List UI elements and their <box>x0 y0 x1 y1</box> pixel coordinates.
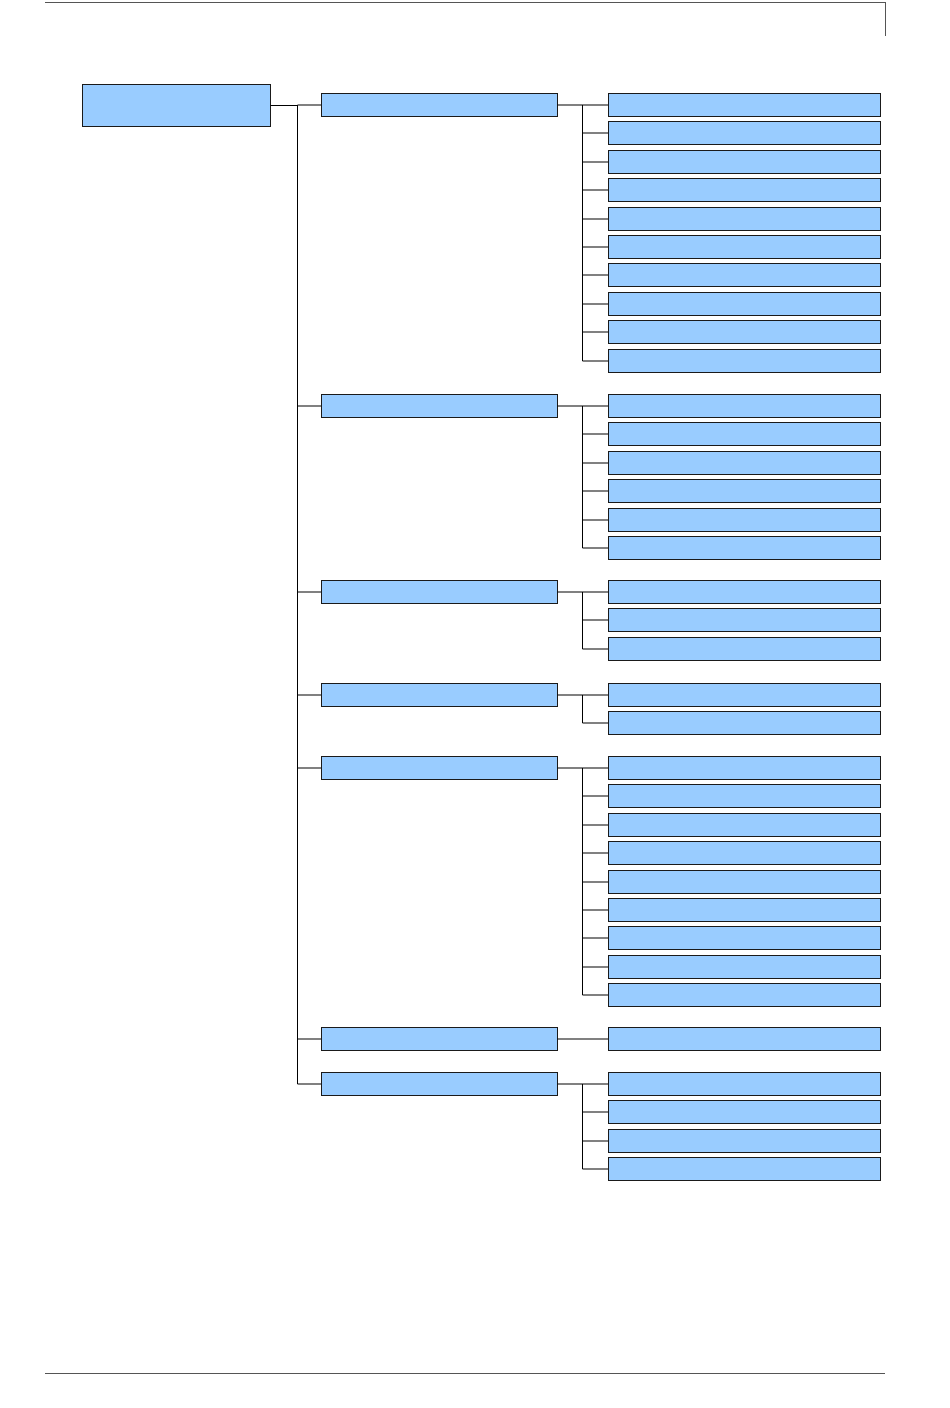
level2-box <box>608 479 881 503</box>
level2-box <box>608 813 881 837</box>
level2-box <box>608 983 881 1007</box>
level2-box <box>608 1072 881 1096</box>
level2-box <box>608 841 881 865</box>
level1-box <box>321 394 558 418</box>
level1-box <box>321 580 558 604</box>
root-box <box>82 84 271 127</box>
level2-box <box>608 784 881 808</box>
level1-box <box>321 1027 558 1051</box>
level1-box <box>321 1072 558 1096</box>
level2-box <box>608 320 881 344</box>
level2-box <box>608 683 881 707</box>
level2-box <box>608 508 881 532</box>
level2-box <box>608 1157 881 1181</box>
level2-box <box>608 1129 881 1153</box>
level2-box <box>608 207 881 231</box>
level2-box <box>608 121 881 145</box>
level2-box <box>608 263 881 287</box>
level2-box <box>608 349 881 373</box>
level2-box <box>608 711 881 735</box>
level2-box <box>608 870 881 894</box>
level1-box <box>321 93 558 117</box>
level2-box <box>608 926 881 950</box>
level2-box <box>608 178 881 202</box>
level2-box <box>608 536 881 560</box>
level2-box <box>608 955 881 979</box>
level2-box <box>608 1027 881 1051</box>
level1-box <box>321 683 558 707</box>
level2-box <box>608 637 881 661</box>
level2-box <box>608 394 881 418</box>
level2-box <box>608 608 881 632</box>
level2-box <box>608 150 881 174</box>
level2-box <box>608 898 881 922</box>
level2-box <box>608 1100 881 1124</box>
level2-box <box>608 580 881 604</box>
level2-box <box>608 93 881 117</box>
level2-box <box>608 756 881 780</box>
level1-box <box>321 756 558 780</box>
level2-box <box>608 451 881 475</box>
level2-box <box>608 422 881 446</box>
level2-box <box>608 235 881 259</box>
level2-box <box>608 292 881 316</box>
